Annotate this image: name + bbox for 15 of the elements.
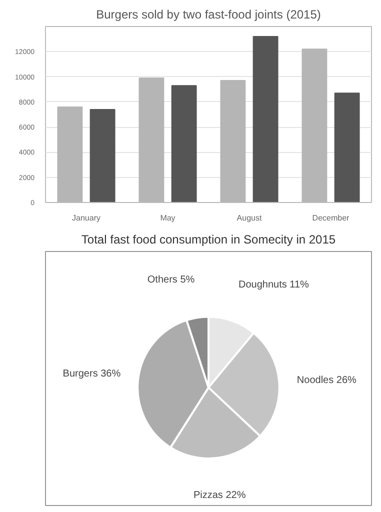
- slice-label: Noodles 26%: [296, 375, 357, 386]
- slice-label: Doughnuts 11%: [238, 280, 310, 291]
- chart-title: Burgers sold by two fast-food joints (2015): [96, 8, 321, 22]
- x-tick-label: December: [312, 214, 350, 222]
- chart-title: Total fast food consumption in Somecity in 2015: [81, 232, 336, 246]
- bar: [171, 85, 197, 202]
- slice-label: Others 5%: [147, 274, 195, 286]
- slice-label: Burgers 36%: [62, 368, 121, 380]
- slice-label: Pizzas 22%: [193, 490, 246, 502]
- bar: [334, 92, 360, 202]
- x-tick-label: January: [72, 214, 100, 222]
- x-tick-label: August: [236, 214, 262, 222]
- bar: [252, 36, 278, 202]
- bar: [90, 108, 116, 202]
- x-tick-label: May: [160, 214, 176, 222]
